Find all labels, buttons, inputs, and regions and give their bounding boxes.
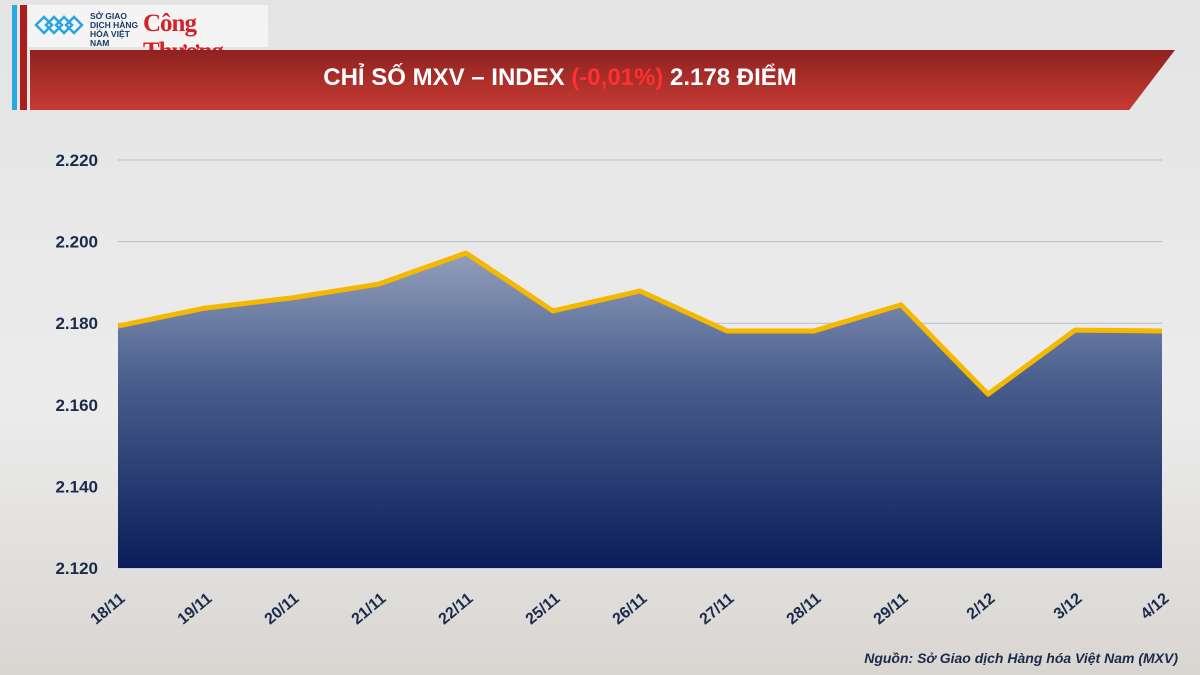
x-tick-label: 21/11 xyxy=(349,590,390,628)
y-tick-label: 2.200 xyxy=(55,233,98,252)
y-tick-label: 2.180 xyxy=(55,314,98,333)
title-suffix: 2.178 ĐIỂM xyxy=(670,64,797,91)
y-tick-label: 2.220 xyxy=(55,151,98,170)
mxv-logo-icon xyxy=(34,15,84,35)
x-tick-label: 19/11 xyxy=(175,590,216,628)
accent-strip-red xyxy=(20,5,27,110)
x-tick-label: 27/11 xyxy=(697,590,738,628)
mxv-logo-text: SỞ GIAO DỊCH HÀNG HÓA VIỆT NAM xyxy=(90,11,139,48)
x-tick-label: 4/12 xyxy=(1138,590,1173,623)
title-prefix: CHỈ SỐ MXV – INDEX xyxy=(323,64,565,91)
x-tick-label: 22/11 xyxy=(436,590,477,628)
x-tick-label: 2/12 xyxy=(964,590,999,623)
x-tick-label: 18/11 xyxy=(88,590,129,628)
source-note: Nguồn: Sở Giao dịch Hàng hóa Việt Nam (M… xyxy=(864,650,1178,666)
x-tick-label: 3/12 xyxy=(1051,590,1086,623)
accent-strip-blue xyxy=(12,5,17,110)
x-tick-label: 25/11 xyxy=(523,590,564,628)
y-tick-label: 2.120 xyxy=(55,559,98,578)
x-tick-label: 29/11 xyxy=(871,590,912,628)
x-tick-label: 26/11 xyxy=(610,590,651,628)
title-change: (-0,01%) xyxy=(571,64,664,91)
title-banner xyxy=(30,50,1175,110)
chart-title: CHỈ SỐ MXV – INDEX (-0,01%) 2.178 ĐIỂM xyxy=(0,48,1120,108)
x-tick-label: 28/11 xyxy=(784,590,825,628)
y-tick-label: 2.160 xyxy=(55,396,98,415)
x-tick-label: 20/11 xyxy=(262,590,303,628)
area-fill xyxy=(118,253,1162,569)
y-tick-label: 2.140 xyxy=(55,477,98,496)
